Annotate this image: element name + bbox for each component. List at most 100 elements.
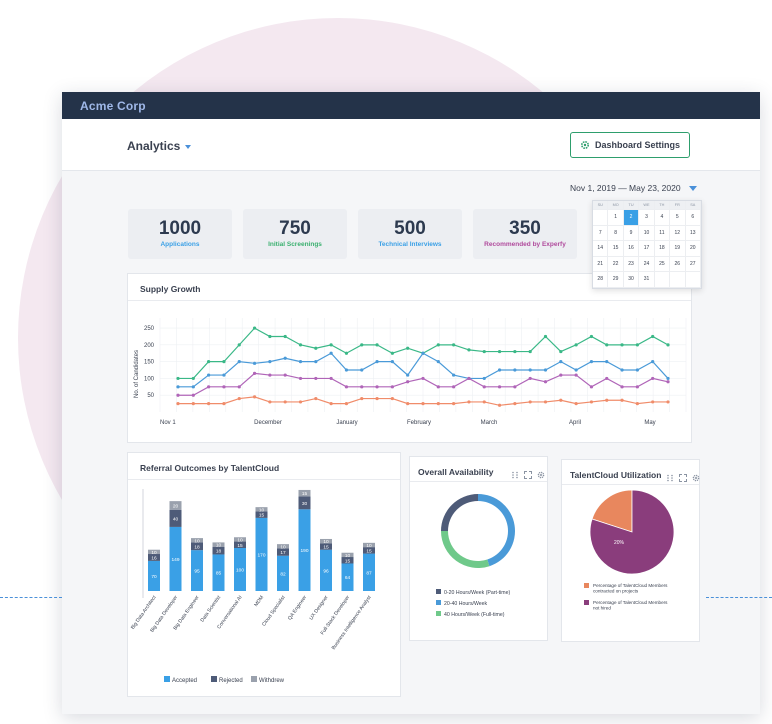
panel-title: TalentCloud Utilization bbox=[570, 470, 662, 480]
data-point bbox=[528, 368, 532, 372]
data-point bbox=[666, 376, 670, 381]
legend-rejected: Rejected bbox=[219, 678, 243, 684]
gear-icon[interactable] bbox=[537, 466, 545, 479]
calendar-day[interactable]: 18 bbox=[654, 241, 671, 257]
drag-handle-icon[interactable] bbox=[511, 466, 519, 479]
date-range-picker[interactable]: Nov 1, 2019 — May 23, 2020 bbox=[570, 183, 697, 193]
stat-card-initial-screenings: 750 Initial Screenings bbox=[243, 209, 347, 259]
bar-value-label: 190 bbox=[300, 548, 308, 554]
y-tick-label: 100 bbox=[144, 376, 155, 382]
calendar-day[interactable]: 5 bbox=[670, 210, 686, 226]
gear-icon[interactable] bbox=[692, 469, 700, 482]
calendar-day[interactable]: 1 bbox=[608, 210, 624, 226]
date-picker-calendar[interactable]: SU MO TU WE TH FR SA 1 2 3 4 5 6 7 8 9 10 11 12 13 14 15 16 17… bbox=[592, 200, 702, 289]
calendar-day[interactable]: 7 bbox=[593, 225, 609, 241]
calendar-day[interactable]: 6 bbox=[685, 210, 701, 226]
calendar-day[interactable]: 8 bbox=[608, 225, 624, 241]
data-point bbox=[467, 376, 471, 381]
bar-segment bbox=[255, 511, 268, 518]
bar-segment bbox=[298, 496, 311, 510]
calendar-day[interactable]: 27 bbox=[685, 256, 701, 272]
calendar-day[interactable]: 11 bbox=[654, 225, 671, 241]
bar-value-label: 15 bbox=[345, 558, 351, 564]
data-point bbox=[283, 400, 287, 404]
referral-outcomes-chart: 7016101494020951810851810100151017015108… bbox=[130, 489, 375, 684]
calendar-day[interactable]: 16 bbox=[623, 241, 640, 257]
calendar-day[interactable]: 4 bbox=[654, 210, 671, 226]
calendar-weekday: MO bbox=[608, 201, 624, 210]
data-point bbox=[543, 334, 548, 339]
calendar-day[interactable]: 25 bbox=[654, 256, 671, 272]
bar-value-label: 18 bbox=[216, 549, 222, 555]
calendar-day[interactable]: 30 bbox=[623, 272, 640, 288]
calendar-day[interactable]: 24 bbox=[639, 256, 655, 272]
data-point bbox=[252, 326, 257, 330]
calendar-day[interactable]: 22 bbox=[608, 256, 624, 272]
bar-value-label: 10 bbox=[259, 507, 265, 513]
data-point bbox=[620, 368, 624, 372]
data-point bbox=[635, 343, 639, 347]
data-point bbox=[207, 385, 211, 389]
calendar-day[interactable]: 31 bbox=[639, 272, 655, 288]
data-point bbox=[513, 349, 517, 354]
y-tick-label: 200 bbox=[144, 343, 155, 349]
analytics-dropdown[interactable]: Analytics bbox=[127, 139, 192, 153]
bar-value-label: 15 bbox=[366, 548, 372, 554]
data-point bbox=[390, 396, 394, 401]
data-point bbox=[513, 385, 517, 389]
expand-icon[interactable] bbox=[524, 466, 532, 479]
bar-value-label: 15 bbox=[323, 544, 329, 550]
bar-value-label: 15 bbox=[259, 513, 265, 519]
calendar-day[interactable]: 13 bbox=[685, 225, 701, 241]
calendar-day[interactable]: 21 bbox=[593, 256, 609, 272]
bar-value-label: 170 bbox=[257, 552, 265, 558]
bar-value-label: 85 bbox=[216, 571, 222, 577]
bar-segment bbox=[255, 507, 268, 512]
supply-growth-panel: Supply Growth 250 200 150 100 50 Nov 1 Decemb… bbox=[127, 273, 692, 443]
bar-value-label: 10 bbox=[323, 539, 329, 545]
bar-value-label: 70 bbox=[151, 574, 157, 580]
calendar-weekday: SA bbox=[685, 201, 701, 210]
bar-value-label: 20 bbox=[173, 503, 179, 509]
calendar-day[interactable]: 3 bbox=[639, 210, 655, 226]
legend-swatch-rejected bbox=[211, 676, 217, 682]
stat-label: Initial Screenings bbox=[268, 241, 322, 248]
bar-segment bbox=[320, 549, 332, 591]
data-point bbox=[222, 402, 226, 406]
calendar-day[interactable]: 2 bbox=[623, 210, 640, 226]
panel-tools bbox=[666, 469, 700, 482]
calendar-day[interactable]: 29 bbox=[608, 272, 624, 288]
legend-20-40: 20-40 Hours/Week bbox=[444, 601, 488, 607]
calendar-day[interactable]: 17 bbox=[639, 241, 655, 257]
calendar-day[interactable]: 15 bbox=[608, 241, 624, 257]
drag-handle-icon[interactable] bbox=[666, 469, 674, 482]
calendar-day[interactable]: 28 bbox=[593, 272, 609, 288]
data-point bbox=[589, 334, 594, 339]
data-point bbox=[513, 368, 517, 372]
bar-value-label: 18 bbox=[194, 544, 200, 550]
calendar-day[interactable]: 10 bbox=[639, 225, 655, 241]
calendar-day[interactable]: 23 bbox=[623, 256, 640, 272]
data-point bbox=[421, 376, 425, 381]
calendar-day[interactable]: 9 bbox=[623, 225, 640, 241]
calendar-day[interactable]: 19 bbox=[670, 241, 686, 257]
calendar-day[interactable]: 12 bbox=[670, 225, 686, 241]
calendar-days: 1 2 3 4 5 6 7 8 9 10 11 12 13 14 15 16 17 18 19 20 21 22 23 24 2… bbox=[593, 210, 701, 288]
data-point bbox=[467, 348, 471, 352]
bar-segment bbox=[148, 554, 160, 561]
calendar-day[interactable]: 26 bbox=[670, 256, 686, 272]
dashboard-settings-button[interactable]: Dashboard Settings bbox=[570, 132, 690, 158]
app-title: Acme Corp bbox=[80, 98, 146, 113]
panel-title: Supply Growth bbox=[140, 284, 201, 294]
bar-value-label: 10 bbox=[216, 543, 222, 549]
calendar-day bbox=[654, 272, 671, 288]
calendar-day[interactable]: 14 bbox=[593, 241, 609, 257]
calendar-day bbox=[670, 272, 686, 288]
data-point bbox=[421, 351, 425, 355]
data-point bbox=[252, 371, 257, 375]
x-tick-label: January bbox=[336, 420, 357, 426]
calendar-day[interactable]: 20 bbox=[685, 241, 701, 257]
x-tick-label: February bbox=[407, 420, 431, 426]
expand-icon[interactable] bbox=[679, 469, 687, 482]
data-point bbox=[314, 396, 318, 401]
